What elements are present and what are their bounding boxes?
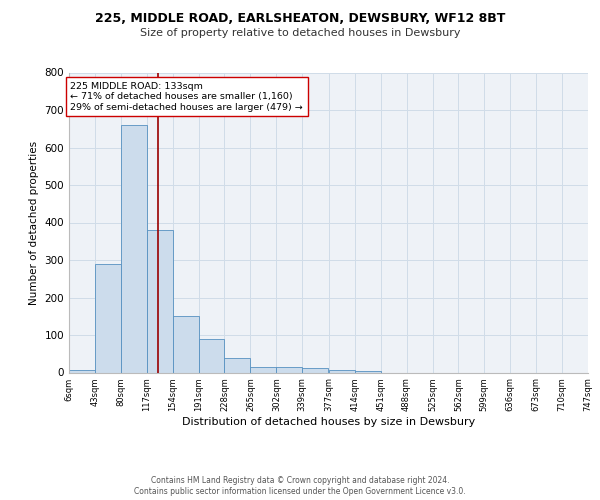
Bar: [355, 370, 380, 372]
Bar: [147, 230, 173, 372]
Bar: [277, 366, 302, 372]
Bar: [224, 358, 250, 372]
Bar: [69, 370, 95, 372]
Bar: [250, 366, 277, 372]
Text: Contains HM Land Registry data © Crown copyright and database right 2024.: Contains HM Land Registry data © Crown c…: [151, 476, 449, 485]
Text: 225, MIDDLE ROAD, EARLSHEATON, DEWSBURY, WF12 8BT: 225, MIDDLE ROAD, EARLSHEATON, DEWSBURY,…: [95, 12, 505, 26]
Bar: [199, 339, 224, 372]
Bar: [302, 368, 328, 372]
Bar: [173, 316, 199, 372]
Bar: [329, 370, 355, 372]
Bar: [95, 264, 121, 372]
Text: 225 MIDDLE ROAD: 133sqm
← 71% of detached houses are smaller (1,160)
29% of semi: 225 MIDDLE ROAD: 133sqm ← 71% of detache…: [70, 82, 303, 112]
Text: Contains public sector information licensed under the Open Government Licence v3: Contains public sector information licen…: [134, 488, 466, 496]
Text: Size of property relative to detached houses in Dewsbury: Size of property relative to detached ho…: [140, 28, 460, 38]
Bar: [121, 125, 147, 372]
X-axis label: Distribution of detached houses by size in Dewsbury: Distribution of detached houses by size …: [182, 417, 475, 427]
Y-axis label: Number of detached properties: Number of detached properties: [29, 140, 39, 304]
